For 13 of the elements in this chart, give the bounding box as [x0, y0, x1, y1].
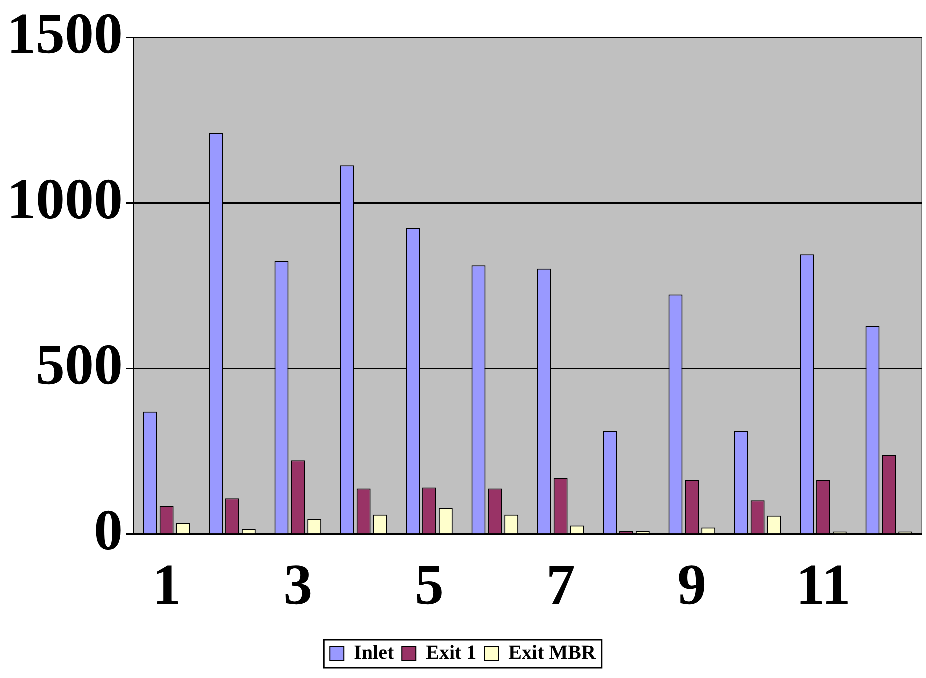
x-tick-label: 3	[284, 552, 313, 618]
legend-label: Exit MBR	[508, 642, 596, 664]
x-tick-label: 7	[546, 552, 576, 618]
x-tick-label: 1	[152, 552, 182, 618]
y-tick-label: 1500	[7, 0, 123, 66]
x-tick-label: 5	[415, 552, 444, 618]
y-tick-label: 500	[36, 332, 123, 397]
y-tick-label: 1000	[7, 166, 123, 232]
legend-label: Exit 1	[426, 642, 477, 664]
y-tick-label: 0	[94, 497, 123, 562]
legend-label: Inlet	[354, 642, 394, 664]
x-tick-label: 9	[678, 552, 707, 618]
x-tick-label: 11	[796, 552, 851, 618]
